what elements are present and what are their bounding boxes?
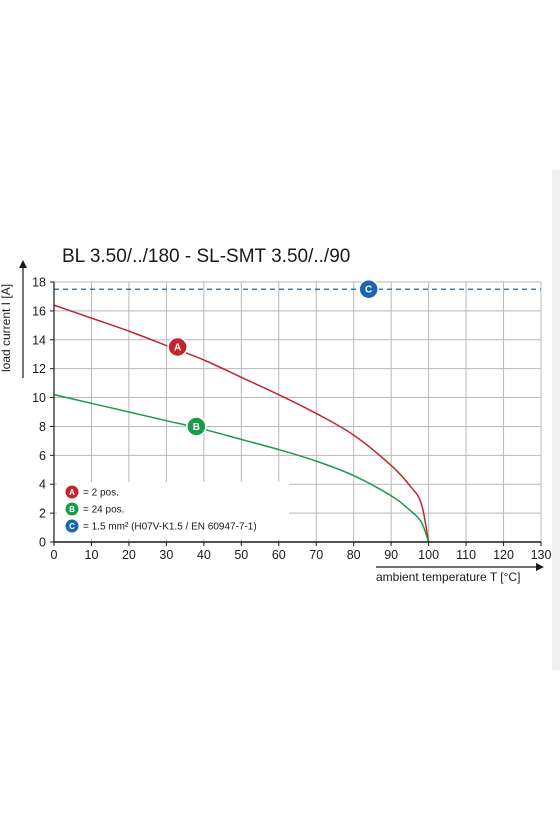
legend-box bbox=[57, 482, 289, 539]
y-tick-label: 14 bbox=[32, 333, 46, 347]
x-tick-label: 50 bbox=[234, 548, 248, 562]
y-tick-label: 4 bbox=[39, 478, 46, 492]
x-tick-label: 60 bbox=[272, 548, 286, 562]
y-tick-label: 10 bbox=[32, 391, 46, 405]
curve-marker-c bbox=[358, 278, 379, 300]
y-tick-label: 6 bbox=[39, 449, 46, 463]
x-tick-label: 10 bbox=[85, 548, 99, 562]
y-tick-label: 8 bbox=[39, 420, 46, 434]
x-tick-label: 90 bbox=[384, 548, 398, 562]
x-tick-label: 0 bbox=[51, 548, 58, 562]
legend-badge-letter: B bbox=[69, 505, 75, 514]
legend-badge-b bbox=[65, 502, 79, 516]
x-axis-label: ambient temperature T [°C] bbox=[376, 570, 520, 584]
x-tick-label: 110 bbox=[456, 548, 476, 562]
curve-marker-b bbox=[186, 416, 207, 437]
legend-badge-c bbox=[65, 519, 79, 533]
legend: A = 2 pos. B = 24 pos. C = 1.5 mm² (H07V-K1.5… bbox=[57, 482, 289, 539]
x-tick-label: 70 bbox=[309, 548, 323, 562]
chart-title: BL 3.50/../180 - SL-SMT 3.50/../90 bbox=[62, 246, 350, 267]
curve-marker-letter: B bbox=[193, 422, 200, 433]
series-line-a bbox=[53, 304, 430, 543]
legend-entry-b: = 24 pos. bbox=[83, 505, 124, 516]
grid bbox=[54, 281, 542, 542]
y-tick-label: 0 bbox=[39, 536, 46, 550]
x-tick-label: 40 bbox=[197, 548, 211, 562]
y-tick-label: 16 bbox=[32, 304, 46, 318]
legend-entry-c: = 1.5 mm² (H07V-K1.5 / EN 60947-7-1) bbox=[83, 522, 257, 533]
curve-marker-letter: C bbox=[365, 285, 372, 296]
x-tick-label: 130 bbox=[531, 548, 552, 562]
y-tick-label: 12 bbox=[32, 362, 46, 376]
y-tick-label: 18 bbox=[32, 276, 46, 290]
y-tick-label: 2 bbox=[39, 507, 46, 521]
axes: 0 10 20 30 40 50 60 70 80 90 100 110 120 130 0 2 4 6 8 10 12… bbox=[0, 260, 552, 584]
x-tick-label: 100 bbox=[418, 548, 439, 562]
x-tick-label: 80 bbox=[347, 548, 361, 562]
x-tick-label: 120 bbox=[493, 548, 514, 562]
curve-marker-letter: A bbox=[174, 343, 181, 354]
x-tick-label: 20 bbox=[122, 548, 136, 562]
x-tick-label: 30 bbox=[159, 548, 173, 562]
y-axis-label: load current I [A] bbox=[0, 284, 13, 372]
legend-entry-a: = 2 pos. bbox=[83, 488, 119, 499]
legend-badge-letter: C bbox=[69, 522, 75, 531]
legend-badge-a bbox=[65, 485, 79, 499]
series-line-b bbox=[53, 393, 430, 543]
series-layer bbox=[53, 288, 541, 543]
curve-marker-a bbox=[167, 336, 188, 358]
right-edge-shade bbox=[552, 170, 560, 670]
markers: A B C bbox=[167, 278, 379, 437]
legend-badge-letter: A bbox=[69, 488, 75, 497]
